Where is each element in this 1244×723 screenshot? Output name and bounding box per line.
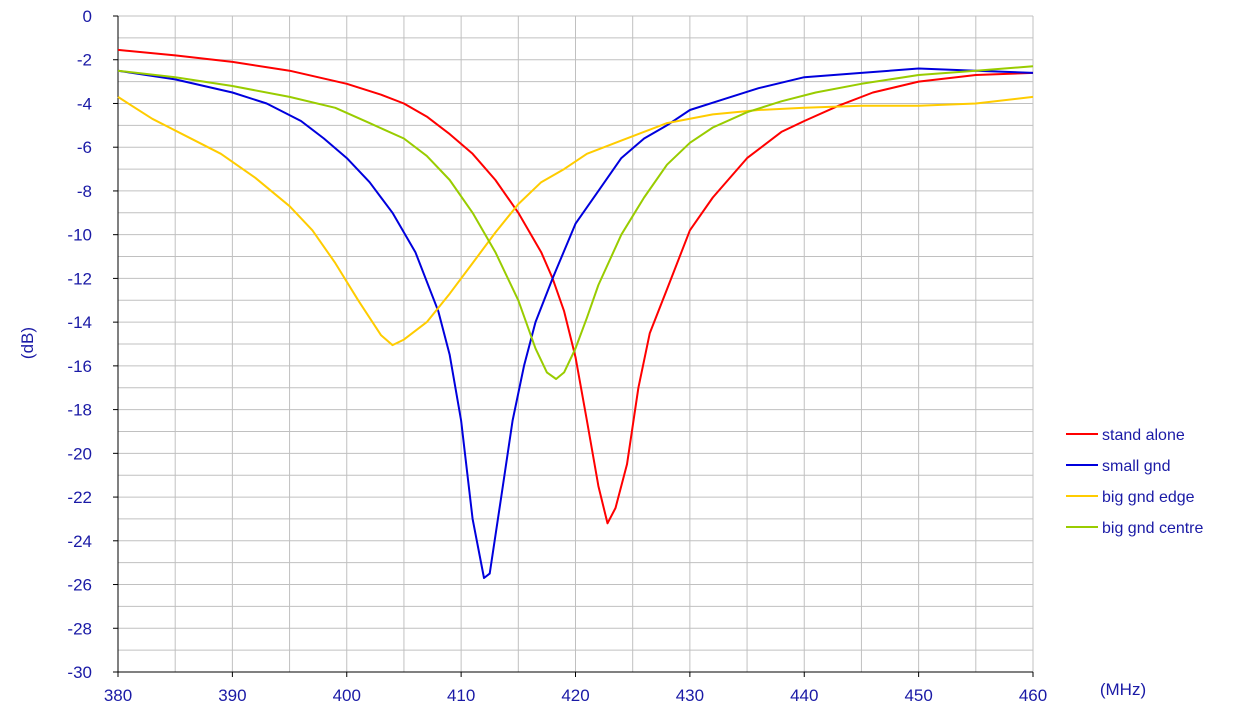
- y-tick-label: -6: [77, 138, 92, 157]
- y-tick-label: -2: [77, 51, 92, 70]
- x-axis-title: (MHz): [1100, 680, 1146, 699]
- y-tick-label: 0: [83, 7, 92, 26]
- y-tick-label: -10: [67, 226, 92, 245]
- y-tick-label: -22: [67, 488, 92, 507]
- x-tick-label: 390: [218, 686, 246, 705]
- series-lines: [117, 48, 1034, 579]
- legend-label: small gnd: [1102, 458, 1170, 475]
- x-tick-label: 410: [447, 686, 475, 705]
- y-tick-label: -20: [67, 444, 92, 463]
- y-tick-label: -8: [77, 182, 92, 201]
- y-tick-label: -14: [67, 313, 92, 332]
- y-tick-label: -16: [67, 357, 92, 376]
- legend-label: stand alone: [1102, 427, 1185, 444]
- y-tick-label: -28: [67, 619, 92, 638]
- legend: stand alone small gnd big gnd edge big gnd …: [1066, 427, 1204, 537]
- legend-label: big gnd edge: [1102, 489, 1195, 506]
- series-line-big-gnd-centre: [117, 65, 1034, 380]
- grid: [117, 15, 1034, 673]
- x-tick-label: 400: [333, 686, 361, 705]
- y-axis-title: (dB): [18, 327, 37, 359]
- x-tick-label: 420: [561, 686, 589, 705]
- y-tick-label: -24: [67, 532, 92, 551]
- x-tick-label: 430: [676, 686, 704, 705]
- y-tick-label: -18: [67, 401, 92, 420]
- x-tick-label: 440: [790, 686, 818, 705]
- series-line-stand-alone: [117, 48, 1034, 525]
- series-line-big-gnd-edge: [117, 95, 1034, 347]
- y-tick-label: -12: [67, 269, 92, 288]
- y-tick-label: -4: [77, 94, 92, 113]
- axes: [113, 15, 1034, 677]
- y-tick-label: -26: [67, 576, 92, 595]
- x-tick-label: 460: [1019, 686, 1047, 705]
- y-tick-label: -30: [67, 663, 92, 682]
- x-tick-label: 380: [104, 686, 132, 705]
- x-tick-label: 450: [904, 686, 932, 705]
- series-line-small-gnd: [117, 67, 1034, 579]
- tick-labels: 0 -2 -4 -6 -8 -10 -12 -14 -16 -18 -20 -22 -24 -26 -28 -…: [67, 7, 1047, 705]
- legend-label: big gnd centre: [1102, 520, 1204, 537]
